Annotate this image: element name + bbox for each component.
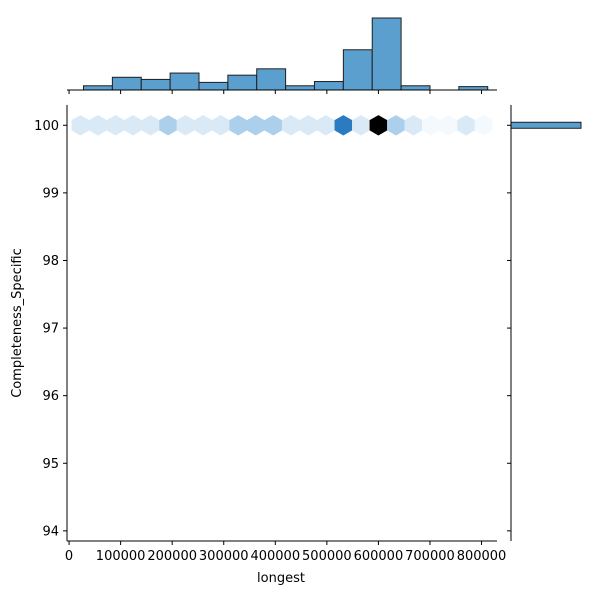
- x-tick-label: 300000: [199, 549, 249, 564]
- marginal-x-bar: [256, 68, 287, 91]
- marginal-y-bar: [510, 121, 582, 129]
- hexbin-cell: [404, 115, 423, 136]
- hexbin-cell: [369, 115, 388, 136]
- hexbin-cell: [334, 115, 353, 136]
- hexbin-cell: [211, 115, 230, 136]
- hexbin-cell: [439, 115, 458, 136]
- marginal-x-bar: [313, 81, 344, 91]
- x-tick-label: 100000: [96, 549, 146, 564]
- marginal-x-histogram: [82, 17, 489, 91]
- marginal-x-bar: [111, 76, 142, 91]
- x-axis-ticks: 0 100000 200000 300000 400000 500000 600000 700…: [65, 541, 506, 564]
- hexbin-cell: [387, 115, 405, 136]
- hexbin-cell: [299, 115, 318, 136]
- y-tick-label: 95: [42, 457, 59, 472]
- y-tick-label: 99: [42, 186, 59, 201]
- hexbin-cell: [474, 115, 493, 136]
- marginal-axis-ticks: [68, 90, 511, 532]
- hexbin-cell: [124, 115, 142, 136]
- y-tick-label: 100: [34, 119, 59, 134]
- hexbin-cell: [422, 115, 440, 136]
- hexbin-cell: [141, 115, 160, 136]
- x-tick-label: 600000: [354, 549, 404, 564]
- y-axis-ticks: 94 95 96 97 98 99 100: [34, 119, 67, 539]
- x-tick-label: 0: [65, 549, 73, 564]
- marginal-x-bar: [371, 17, 402, 91]
- x-tick-label: 800000: [457, 549, 507, 564]
- hexbin-cell: [176, 115, 195, 136]
- hexbin-cell: [457, 115, 475, 136]
- marginal-x-bar: [169, 72, 200, 91]
- y-axis-label: Completeness_Specific: [10, 248, 25, 398]
- hexbin-cell: [229, 115, 248, 136]
- marginal-x-bar: [342, 49, 373, 91]
- hexbin-cell: [352, 115, 370, 136]
- hexbin-cell: [316, 115, 335, 136]
- y-tick-label: 97: [42, 322, 59, 337]
- marginal-x-bar: [198, 81, 229, 91]
- marginal-x-bar: [82, 85, 113, 91]
- hexbin-cell: [89, 115, 107, 136]
- hexbin-cell: [194, 115, 212, 136]
- hexbin-cells: [71, 115, 493, 136]
- hexbin-cell: [281, 115, 300, 136]
- x-axis-label: longest: [257, 571, 305, 586]
- x-tick-label: 700000: [405, 549, 455, 564]
- hexbin-cell: [246, 115, 265, 136]
- hexbin-cell: [264, 115, 283, 136]
- hexbin-cell: [159, 115, 177, 136]
- x-tick-label: 200000: [147, 549, 197, 564]
- marginal-x-bar: [458, 86, 489, 91]
- y-tick-label: 96: [42, 389, 59, 404]
- x-tick-label: 400000: [250, 549, 300, 564]
- marginal-x-bar: [285, 85, 315, 91]
- marginal-x-bar: [400, 85, 431, 91]
- marginal-x-bar: [227, 74, 258, 91]
- y-tick-label: 94: [42, 524, 59, 539]
- hexbin-cell: [71, 115, 90, 136]
- hexbin-cell: [106, 115, 125, 136]
- y-tick-label: 98: [42, 254, 59, 269]
- x-tick-label: 500000: [302, 549, 352, 564]
- marginal-y-histogram: [510, 121, 582, 129]
- marginal-x-bar: [140, 78, 171, 91]
